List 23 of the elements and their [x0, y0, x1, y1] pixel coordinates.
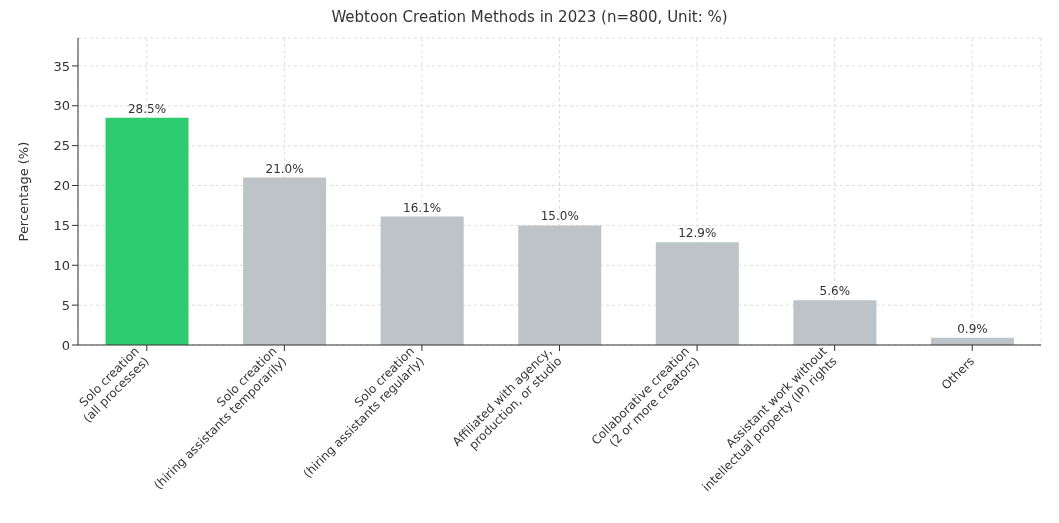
- data-label: 12.9%: [678, 226, 717, 241]
- data-label: 16.1%: [403, 200, 442, 215]
- chart-title: Webtoon Creation Methods in 2023 (n=800, Unit: %): [330, 8, 729, 28]
- bar: [105, 117, 189, 345]
- data-label: 28.5%: [127, 101, 167, 116]
- y-tick-label: 10: [53, 257, 70, 273]
- bar: [793, 300, 877, 345]
- y-tick-label: 20: [53, 178, 70, 194]
- y-tick-label: 35: [53, 58, 70, 74]
- bar: [243, 177, 327, 345]
- data-label: 0.9%: [957, 321, 988, 336]
- y-tick-label: 25: [53, 138, 70, 154]
- bar: [518, 225, 602, 345]
- y-tick-label: 0: [61, 337, 70, 353]
- y-tick-label: 5: [61, 297, 70, 313]
- data-label: 21.0%: [265, 161, 304, 176]
- data-label: 5.6%: [819, 284, 851, 299]
- y-tick-label: 30: [53, 98, 70, 114]
- data-label: 15.0%: [540, 209, 579, 224]
- y-axis-title: Percentage (%): [15, 141, 31, 242]
- bar: [655, 242, 739, 345]
- bar: [380, 216, 464, 345]
- y-tick-label: 15: [53, 218, 70, 233]
